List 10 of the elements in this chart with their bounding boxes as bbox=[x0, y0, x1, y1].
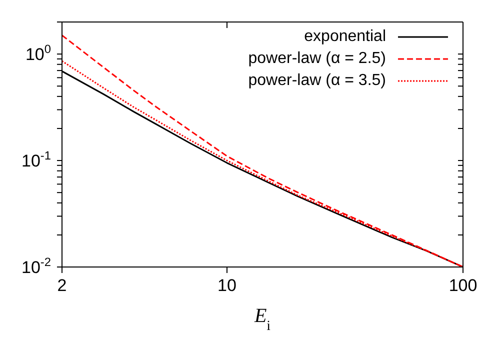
x-tick-label: 10 bbox=[218, 276, 236, 295]
legend-label: exponential bbox=[304, 27, 386, 47]
y-tick-label: 10$^{0}$ bbox=[25, 42, 52, 64]
y-tick-label: 10$^{-1}$ bbox=[22, 148, 52, 171]
legend-label: power-law (α = 2.5) bbox=[248, 49, 386, 69]
x-axis-title: E$_{i}$ bbox=[253, 305, 271, 334]
legend-label: power-law (α = 3.5) bbox=[248, 71, 386, 91]
y-tick-label: 10$^{-2}$ bbox=[22, 255, 52, 277]
x-tick-label: 2 bbox=[57, 276, 67, 295]
x-tick-label: 100 bbox=[448, 276, 478, 295]
